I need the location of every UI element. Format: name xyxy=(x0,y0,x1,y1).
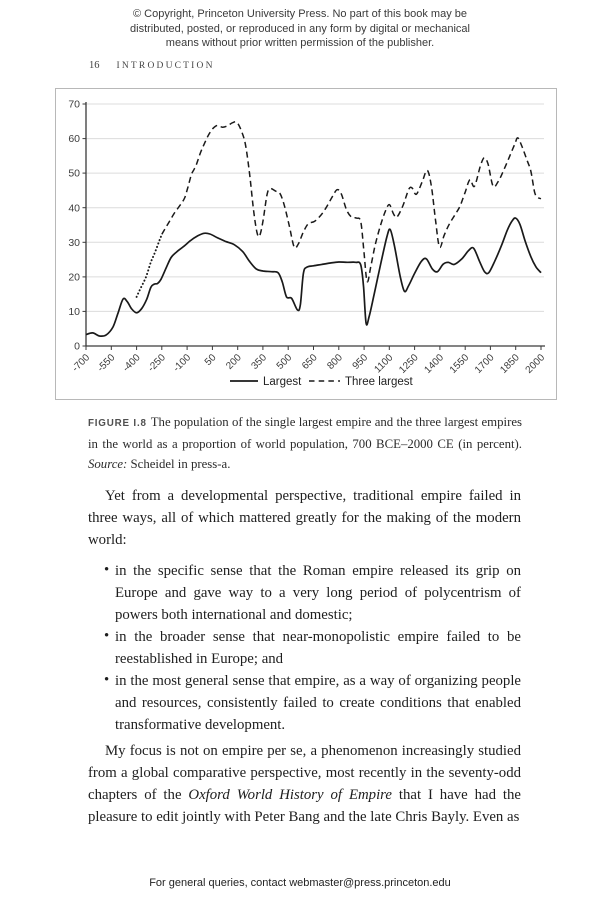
paragraph: Yet from a developmental perspective, tr… xyxy=(88,488,521,548)
series-line-dashed xyxy=(161,120,542,283)
chart-x-tick-label: 2000 xyxy=(524,352,548,376)
list-item: • in the broader sense that near-monopoli… xyxy=(88,626,521,670)
chart-x-tick-label: 1100 xyxy=(372,352,395,375)
footer-queries-line: For general queries, contact webmaster@p… xyxy=(149,877,451,889)
chart-x-tick-label: -250 xyxy=(146,352,168,374)
chart-y-tick-label: 60 xyxy=(68,133,80,145)
series-three-largest xyxy=(135,120,542,298)
chart-x-tick-label: 200 xyxy=(224,352,244,372)
chart-x-tick-label: -550 xyxy=(95,352,117,374)
chart-grid xyxy=(86,103,544,312)
chart-legend: Largest Three largest xyxy=(230,376,414,388)
chart-y-tick-label: 40 xyxy=(68,202,80,214)
chart-x-tick-label: -400 xyxy=(121,352,143,374)
figure-caption: FIGURE I.8 The population of the single l… xyxy=(88,412,522,474)
figure-chart-frame: 0 10 20 30 40 50 60 70 -700 -550 -400 -250 -100 50 200… xyxy=(55,88,557,400)
figure-source-text: Scheidel in press-a. xyxy=(130,457,231,471)
copyright-notice: © Copyright, Princeton University Press.… xyxy=(0,7,600,51)
bullet-marker: • xyxy=(104,628,110,644)
chart-x-tick-label: 1550 xyxy=(448,352,472,376)
bullet-marker: • xyxy=(104,672,110,688)
chart-x-tick-label: 1400 xyxy=(423,352,447,376)
list-item-text: in the specific sense that the Roman emp… xyxy=(115,563,521,623)
series-largest xyxy=(85,217,542,338)
list-item-text: in the broader sense that near-monopolis… xyxy=(115,629,521,667)
chart-x-tick-label: 650 xyxy=(300,352,320,372)
chart-y-tick-label: 10 xyxy=(68,306,80,318)
paragraph: My focus is not on empire per se, a phen… xyxy=(88,740,521,828)
legend-label-three-largest: Three largest xyxy=(345,376,414,388)
copyright-line: means without prior written permission o… xyxy=(165,37,435,49)
chart-y-tick-label: 70 xyxy=(68,99,80,111)
paragraph-text: My focus is not on empire per se, a phen… xyxy=(88,743,521,803)
list-item: • in the specific sense that the Roman em… xyxy=(88,560,521,626)
chart-x-tick-label: 500 xyxy=(275,352,295,372)
running-header: 16 INTRODUCTION xyxy=(89,55,215,73)
paragraph-text: that I have had the pleasure to edit joi… xyxy=(88,787,521,825)
series-line-solid xyxy=(85,217,542,338)
chart-y-ticks: 0 10 20 30 40 50 60 70 xyxy=(68,99,86,353)
body-text: Yet from a developmental perspective, tr… xyxy=(88,485,521,828)
chart-x-tick-label: 1250 xyxy=(397,352,421,376)
chart-x-tick-label: 800 xyxy=(325,352,345,372)
chart-y-tick-label: 30 xyxy=(68,237,80,249)
chart-y-tick-label: 0 xyxy=(74,341,80,353)
empire-population-chart: 0 10 20 30 40 50 60 70 -700 -550 -400 -250 -100 50 200… xyxy=(68,99,547,388)
chart-x-tick-label: 950 xyxy=(351,352,371,372)
figure-caption-text: The population of the single largest emp… xyxy=(88,415,522,451)
running-head-title: INTRODUCTION xyxy=(116,61,215,71)
copyright-line: distributed, posted, or reproduced in an… xyxy=(130,22,470,35)
chart-y-tick-label: 20 xyxy=(68,272,80,284)
list-item-text: in the most general sense that empire, a… xyxy=(115,673,521,733)
bullet-list: • in the specific sense that the Roman em… xyxy=(88,560,521,736)
chart-x-tick-label: 1850 xyxy=(498,352,522,376)
list-item: • in the most general sense that empire, … xyxy=(88,670,521,736)
chart-x-ticks: -700 -550 -400 -250 -100 50 200 350 500 650 800 950… xyxy=(70,346,547,376)
book-title-italic: Oxford World History of Empire xyxy=(188,787,392,803)
copyright-line: © Copyright, Princeton University Press.… xyxy=(133,8,467,20)
chart-x-tick-label: 50 xyxy=(203,352,219,368)
bullet-marker: • xyxy=(104,562,110,578)
page-number: 16 xyxy=(89,60,100,71)
figure-caption-label: FIGURE I.8 xyxy=(88,418,147,429)
chart-x-tick-label: 1700 xyxy=(473,352,497,376)
chart-x-tick-label: 350 xyxy=(249,352,269,372)
chart-x-tick-label: -100 xyxy=(171,352,193,374)
legend-label-largest: Largest xyxy=(263,376,302,388)
chart-y-tick-label: 50 xyxy=(68,168,80,180)
chart-x-tick-label: -700 xyxy=(70,352,92,374)
series-line-dotted xyxy=(135,233,163,298)
figure-source-label: Source: xyxy=(88,457,128,471)
